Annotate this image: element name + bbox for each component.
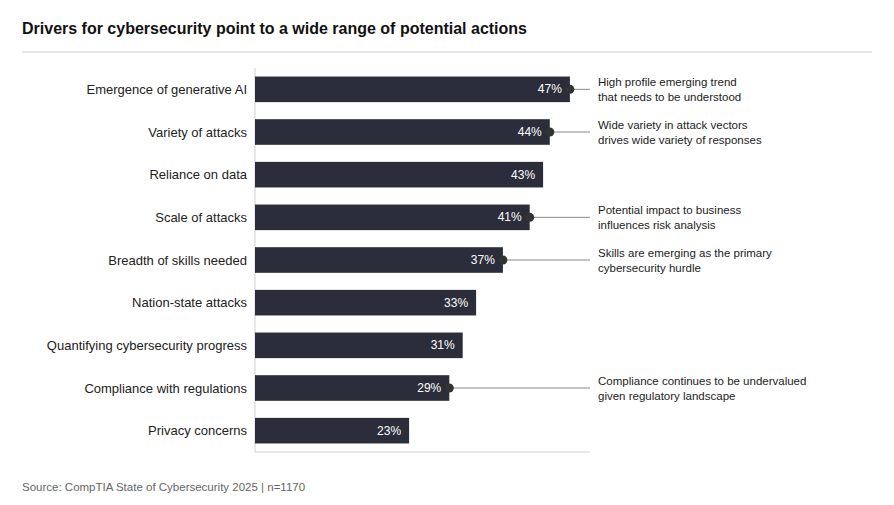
annotation-line-text: given regulatory landscape [598, 390, 735, 402]
bar [255, 119, 550, 145]
chart: Drivers for cybersecurity point to a wid… [0, 0, 894, 505]
annotation-line-text: Wide variety in attack vectors [598, 119, 748, 131]
annotation-line-text: drives wide variety of responses [598, 134, 762, 146]
bar [255, 77, 570, 103]
category-label: Reliance on data [149, 167, 247, 182]
annotation: Potential impact to business influences r… [598, 204, 741, 231]
annotation-dot [565, 85, 574, 94]
title-rule [22, 52, 872, 53]
category-label: Privacy concerns [148, 423, 247, 438]
plot-area [255, 77, 590, 444]
category-label: Variety of attacks [148, 125, 247, 140]
category-label: Breadth of skills needed [108, 253, 247, 268]
bar [255, 375, 449, 401]
annotation: High profile emerging trend that needs to… [598, 76, 741, 103]
annotation-line-text: High profile emerging trend [598, 76, 737, 88]
bar [255, 247, 503, 273]
annotation-dot [445, 384, 454, 393]
category-label: Emergence of generative AI [87, 82, 247, 97]
category-label: Scale of attacks [155, 210, 247, 225]
data-label: 43% [511, 168, 535, 182]
title: Drivers for cybersecurity point to a wid… [22, 20, 527, 37]
annotation: Compliance continues to be undervalued gi… [598, 375, 806, 402]
annotation: Wide variety in attack vectors drives wid… [598, 119, 762, 146]
data-label: 47% [538, 82, 562, 96]
annotation-line-text: influences risk analysis [598, 219, 716, 231]
annotation-line [530, 217, 590, 218]
data-label: 44% [518, 125, 542, 139]
bar [255, 162, 543, 188]
annotation-dot [525, 213, 534, 222]
category-label: Quantifying cybersecurity progress [47, 338, 248, 353]
category-label: Compliance with regulations [84, 381, 247, 396]
annotation-line-text: Compliance continues to be undervalued [598, 375, 806, 387]
bar [255, 205, 530, 231]
annotation-line [449, 388, 590, 389]
bar [255, 333, 463, 359]
data-label: 31% [431, 338, 455, 352]
bar [255, 290, 476, 316]
annotation: Skills are emerging as the primary cybers… [598, 247, 772, 274]
annotation-line-text: Skills are emerging as the primary [598, 247, 772, 259]
annotation-dot [498, 256, 507, 265]
x-axis-line [255, 452, 590, 453]
data-label: 29% [417, 381, 441, 395]
data-label: 37% [471, 253, 495, 267]
data-label: 33% [444, 296, 468, 310]
annotation-line-text: that needs to be understood [598, 91, 741, 103]
annotation-dot [545, 128, 554, 137]
annotation-line [550, 132, 590, 133]
annotation-line-text: Potential impact to business [598, 204, 741, 216]
bar [255, 418, 409, 444]
annotation-line-text: cybersecurity hurdle [598, 262, 701, 274]
source: Source: CompTIA State of Cybersecurity 2… [22, 481, 305, 493]
data-label: 23% [377, 424, 401, 438]
annotation-line [503, 260, 590, 261]
data-label: 41% [498, 210, 522, 224]
category-label: Nation-state attacks [132, 295, 247, 310]
